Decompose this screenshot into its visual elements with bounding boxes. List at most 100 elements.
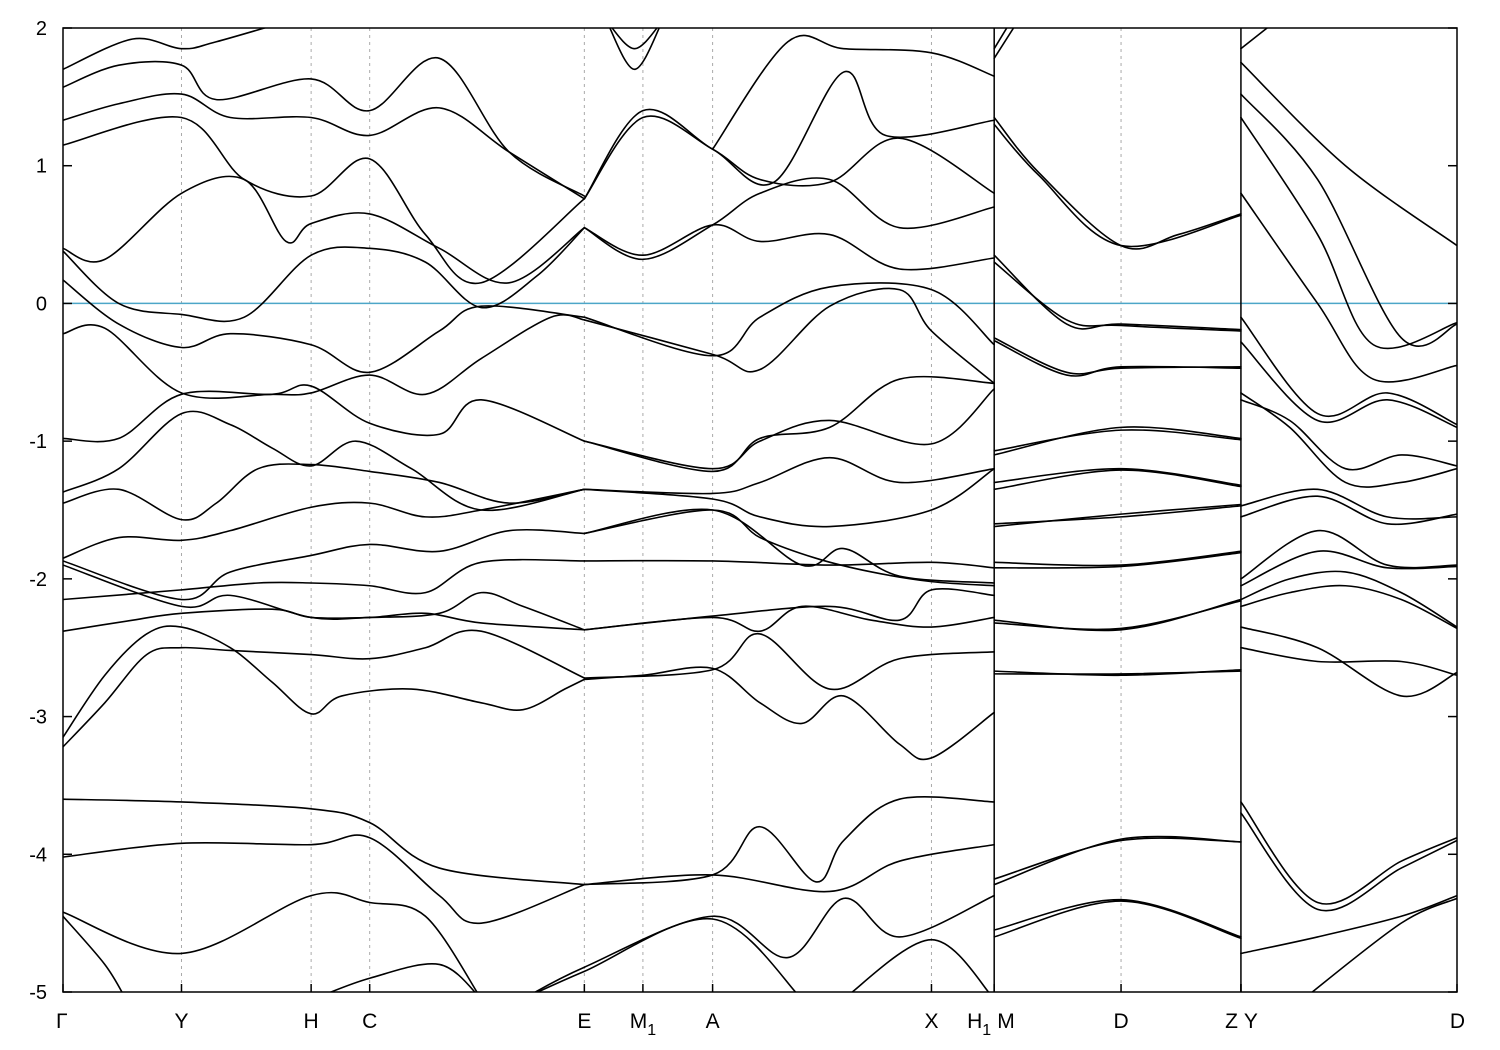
band-line-93 [1240,28,1269,50]
band-line-77 [1240,316,1457,426]
band-line-75 [1240,116,1457,350]
band-line-70 [993,900,1242,940]
band-line-67 [993,837,1242,880]
band-line-80 [1240,399,1457,471]
band-line-21 [63,891,478,992]
band-line-44 [583,796,995,886]
kpoint-label: A [706,1010,720,1033]
kpoint-label-subscript: 1 [647,1022,656,1039]
band-line-10 [63,384,586,443]
band-line-89 [1240,801,1457,905]
y-tick-label: -4 [29,844,47,866]
band-line-83 [1240,529,1457,580]
band-line-78 [1240,341,1457,429]
band-line-30 [583,509,995,587]
band-line-26 [583,605,995,632]
kpoint-label: X [924,1010,938,1033]
band-line-3 [63,608,586,632]
band-line-66 [993,670,1242,675]
band-line-47 [535,917,797,992]
kpoint-label: H [304,1010,319,1033]
band-line-55 [993,426,1242,456]
plot-frame [62,27,1458,993]
band-line-39 [583,115,995,200]
kpoint-label: Y [174,1010,188,1033]
band-line-5 [63,564,586,631]
band-line-59 [993,505,1242,525]
y-tick-label: -3 [29,707,47,729]
band-line-22 [63,915,123,992]
kpoint-label: D [1450,1010,1465,1033]
band-line-87 [1240,626,1457,698]
band-line-32 [583,456,995,495]
kpoint-label: Z [1225,1010,1238,1033]
band-line-41 [711,34,995,150]
band-line-85 [1240,570,1457,628]
band-line-8 [63,463,586,521]
band-line-84 [1240,550,1457,587]
band-line-71 [993,28,1008,50]
y-tick-label: 2 [36,18,47,40]
band-line-13 [63,226,586,323]
band-line-88 [1240,646,1457,677]
y-tick-label: -1 [29,431,47,453]
kpoint-label: C [362,1010,377,1033]
band-line-42 [611,28,658,50]
kpoint-label: M1 [630,1010,657,1039]
band-line-43 [609,28,661,71]
band-line-60 [993,503,1242,528]
band-line-6 [63,528,586,601]
band-line-2 [63,629,586,748]
band-line-28 [583,559,995,569]
kpoint-label-subscript: 1 [982,1022,991,1039]
band-line-1 [63,625,586,739]
band-line-16 [63,92,586,200]
band-line-18 [63,28,268,71]
band-line-64 [993,600,1242,631]
band-line-23 [328,963,476,992]
band-line-90 [1240,812,1457,912]
band-line-24 [583,666,995,761]
band-line-37 [583,224,995,271]
band-line-69 [993,898,1242,938]
band-line-4 [63,558,586,601]
band-line-74 [1240,93,1457,347]
band-line-62 [993,551,1242,569]
band-line-86 [1240,584,1457,630]
band-line-7 [63,488,586,559]
band-line-79 [1240,392,1457,488]
kpoint-label: E [577,1010,591,1033]
band-line-25 [583,633,995,691]
band-line-48 [851,938,990,992]
band-line-12 [63,279,586,374]
kpoint-label: M [997,1010,1015,1033]
y-axis: -5 -4 -3 -2 -1 0 1 2 [29,18,1457,1004]
band-line-11 [63,314,586,399]
band-line-27 [583,587,995,631]
band-line-40 [583,70,995,200]
band-line-29 [583,508,995,584]
band-line-73 [1240,61,1457,247]
y-tick-label: 0 [36,293,47,315]
band-line-68 [993,835,1242,886]
band-lines [63,28,1457,992]
band-line-46 [533,894,995,992]
band-line-92 [1311,897,1457,992]
band-line-54 [993,339,1242,377]
band-line-15 [63,115,586,285]
y-tick-label: -5 [29,982,47,1004]
band-line-20 [63,834,586,924]
band-line-9 [63,410,586,512]
band-line-14 [63,175,586,284]
segment-dividers [993,28,1242,992]
band-line-50 [993,123,1242,248]
band-line-34 [583,375,995,473]
band-line-53 [993,337,1242,375]
band-line-72 [993,28,1015,60]
band-line-56 [993,429,1242,452]
band-line-58 [993,469,1242,491]
kpoint-label: H1 [967,1010,991,1039]
band-line-51 [993,254,1242,331]
y-tick-label: -2 [29,569,47,591]
